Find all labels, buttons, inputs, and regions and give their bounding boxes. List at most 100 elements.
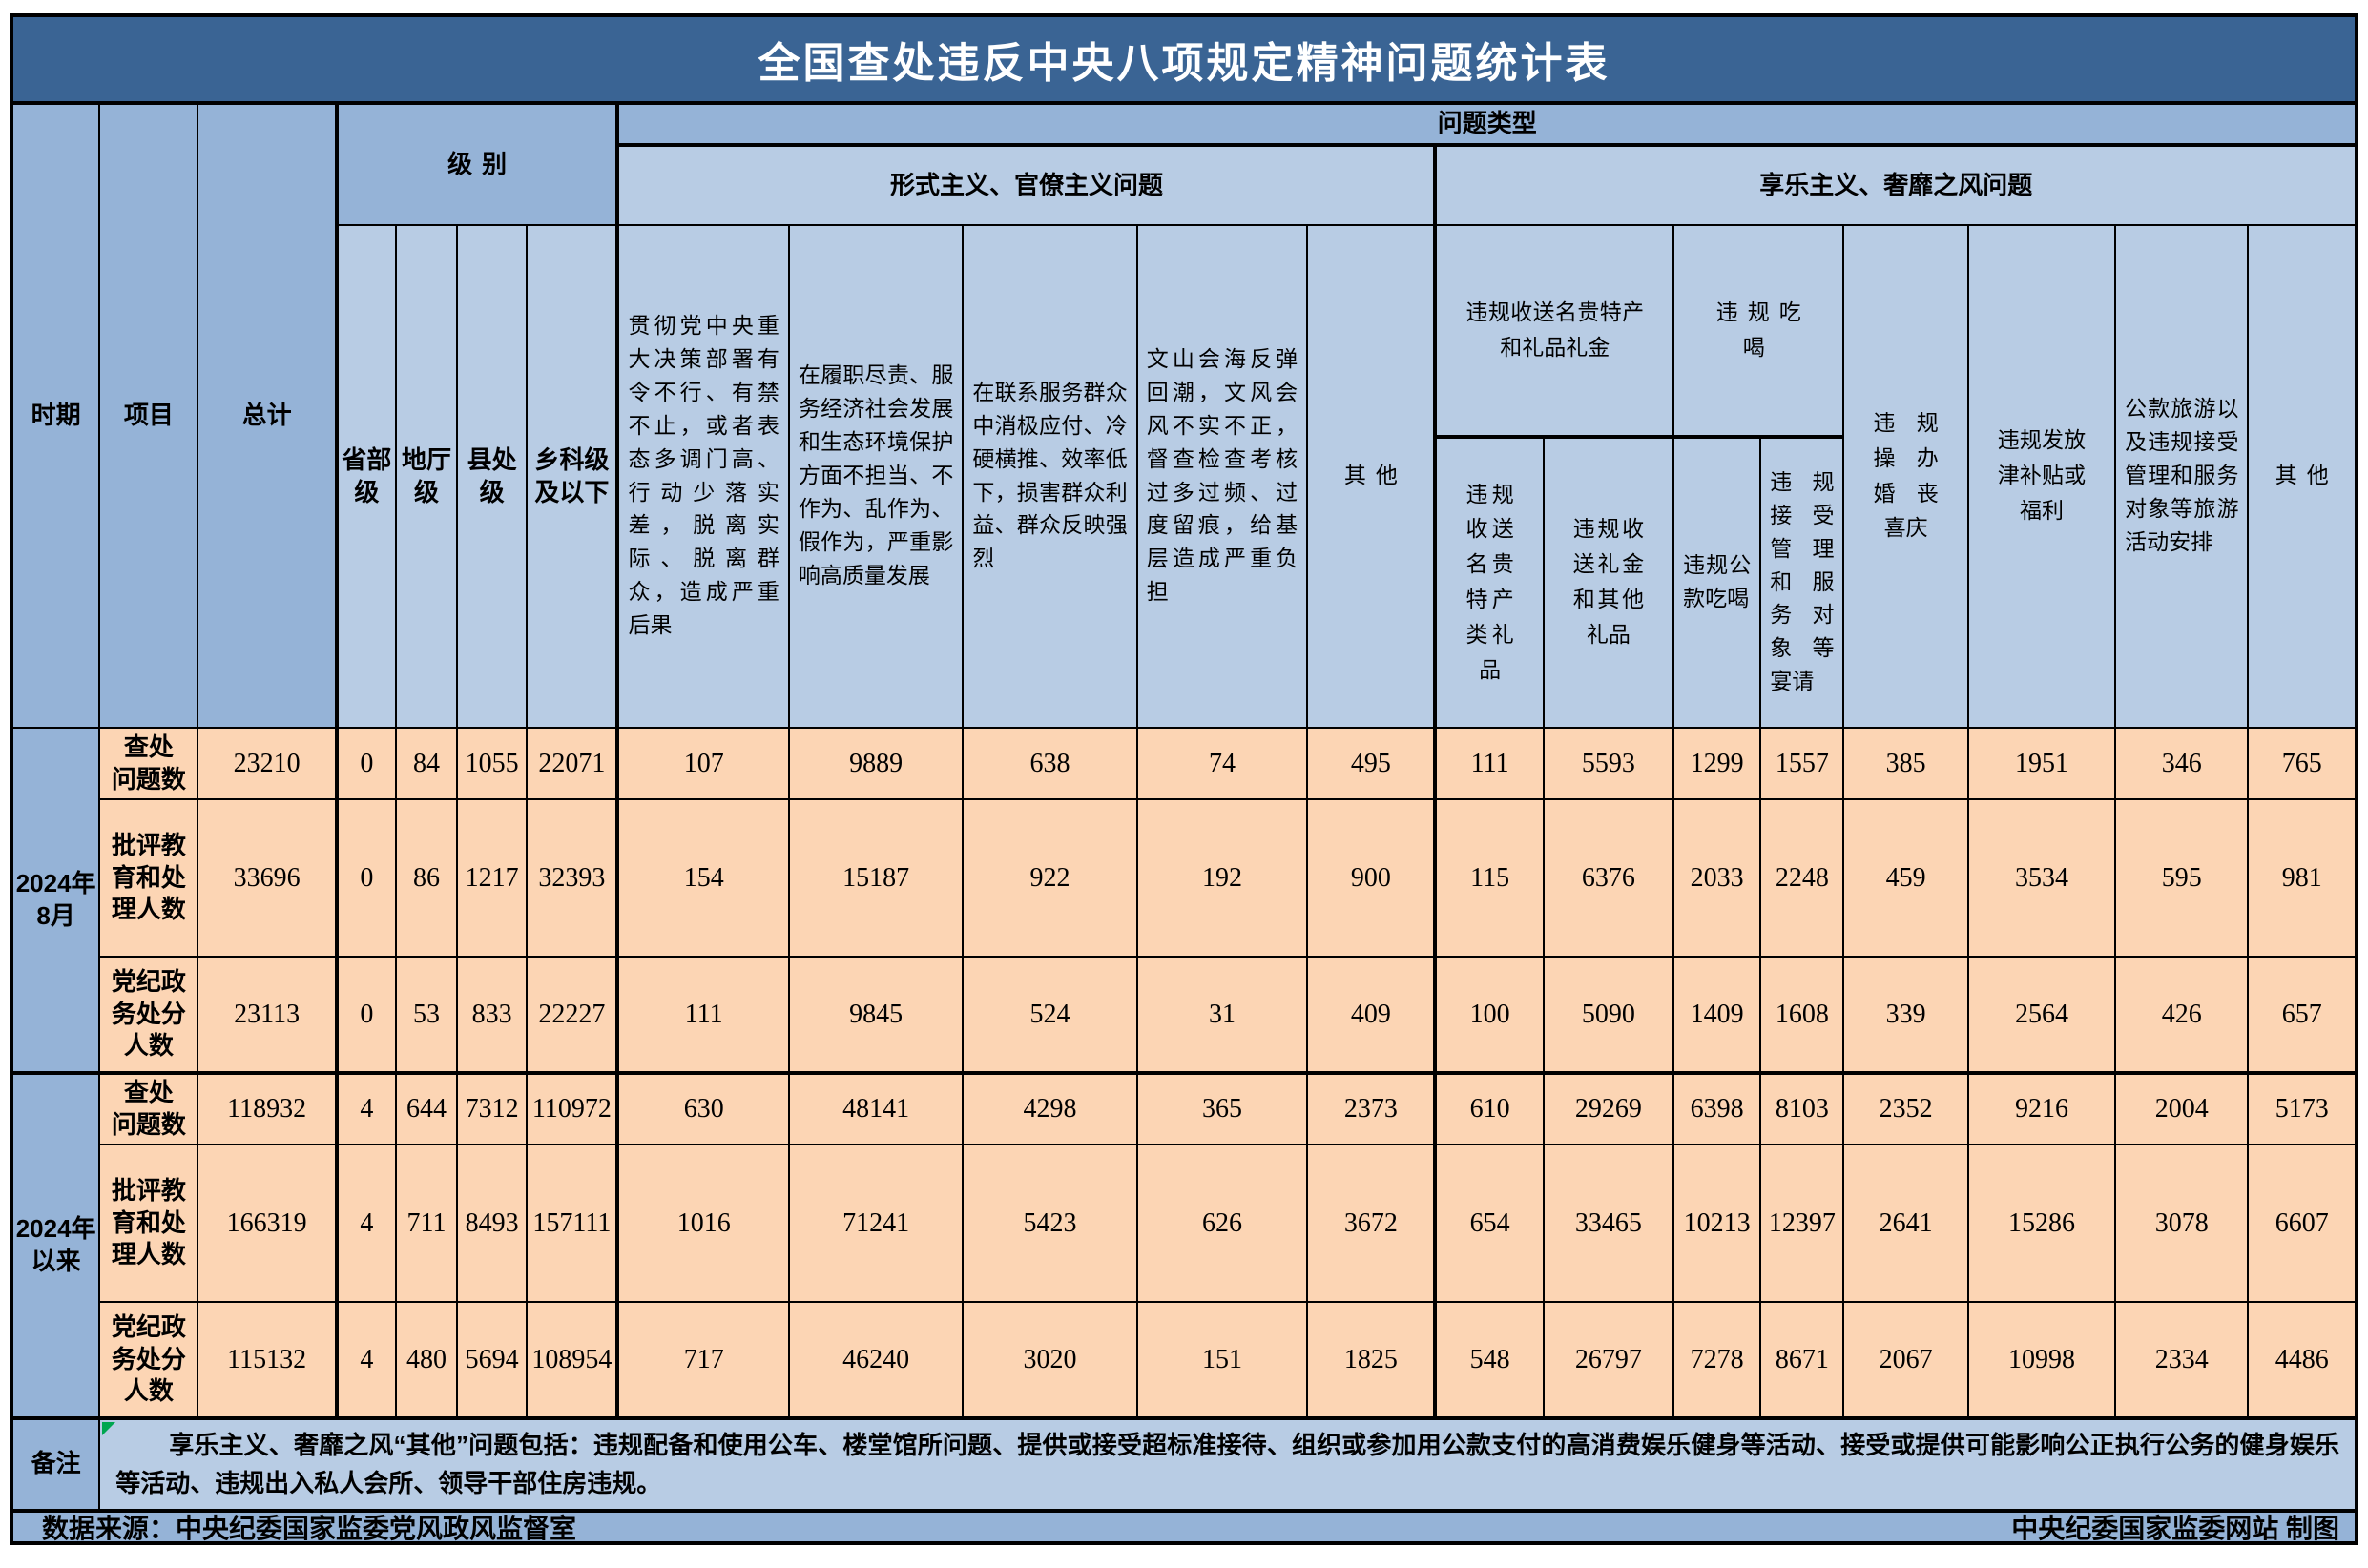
group-header-dining: 违规吃喝 (1672, 224, 1845, 439)
data-cell: 644 (394, 1071, 459, 1145)
data-cell: 610 (1434, 1071, 1545, 1145)
data-cell: 107 (616, 727, 790, 800)
data-cell: 654 (1434, 1144, 1545, 1303)
col-header-formalism-policy: 贯彻党中央重大决策部署有令不行、有禁不止，或者表态多调门高、行动少落实差，脱离实… (616, 224, 790, 729)
col-header-public-dining: 违规公款吃喝 (1672, 436, 1762, 729)
data-cell: 110972 (526, 1071, 620, 1145)
remark-label: 备注 (10, 1416, 101, 1512)
data-cell: 23210 (197, 727, 339, 800)
data-cell: 1825 (1306, 1301, 1438, 1419)
data-cell: 111 (616, 956, 790, 1074)
col-header-formalism-meetings: 文山会海反弹回潮，文风会风不实不正，督查检查考核过多过频、过度留痕，给基层造成严… (1135, 224, 1309, 729)
remark-cell: 享乐主义、奢靡之风“其他”问题包括：违规配备和使用公车、楼堂馆所问题、提供或接受… (98, 1416, 2358, 1512)
data-cell: 6376 (1542, 798, 1675, 958)
data-cell: 1299 (1672, 727, 1762, 800)
data-cell: 981 (2247, 798, 2358, 958)
col-header-gift-specialty: 违规收送名贵特产类礼品 (1434, 436, 1545, 729)
data-cell: 10998 (1966, 1301, 2117, 1419)
data-cell: 33696 (197, 798, 339, 958)
col-header-banquet: 违规接受管理和服务对象等宴请 (1759, 436, 1845, 729)
data-cell: 495 (1306, 727, 1438, 800)
data-cell: 2564 (1966, 956, 2117, 1074)
table-wrapper: 全国查处违反中央八项规定精神问题统计表 时期 项目 总计 级别 问题类型 形式主… (10, 13, 2358, 1545)
data-cell: 22227 (526, 956, 620, 1074)
data-cell: 4 (335, 1301, 397, 1419)
data-cell: 46240 (787, 1301, 965, 1419)
data-cell: 157111 (526, 1144, 620, 1303)
row-label-criticized: 批评教 育和处 理人数 (98, 798, 199, 958)
data-cell: 548 (1434, 1301, 1545, 1419)
col-header-period: 时期 (10, 102, 101, 729)
data-cell: 1217 (456, 798, 529, 958)
data-cell: 717 (616, 1301, 790, 1419)
data-cell: 8493 (456, 1144, 529, 1303)
data-cell: 2067 (1842, 1301, 1969, 1419)
data-cell: 630 (616, 1071, 790, 1145)
data-cell: 0 (335, 798, 397, 958)
data-source-text: 数据来源：中央纪委国家监委党风政风监督室 (42, 1513, 577, 1543)
data-cell: 100 (1434, 956, 1545, 1074)
data-cell: 2352 (1842, 1071, 1969, 1145)
data-cell: 115132 (197, 1301, 339, 1419)
data-cell: 3672 (1306, 1144, 1438, 1303)
data-cell: 1608 (1759, 956, 1845, 1074)
data-cell: 12397 (1759, 1144, 1845, 1303)
data-cell: 346 (2114, 727, 2250, 800)
group-header-gifts: 违规收送名贵特产和礼品礼金 (1434, 224, 1675, 439)
data-cell: 2373 (1306, 1071, 1438, 1145)
col-header-township-level: 乡科级及以下 (526, 224, 620, 729)
data-cell: 833 (456, 956, 529, 1074)
data-cell: 480 (394, 1301, 459, 1419)
group-header-formalism: 形式主义、官僚主义问题 (616, 144, 1438, 226)
data-cell: 2033 (1672, 798, 1762, 958)
data-cell: 2334 (2114, 1301, 2250, 1419)
data-cell: 0 (335, 727, 397, 800)
data-cell: 5173 (2247, 1071, 2358, 1145)
data-cell: 9889 (787, 727, 965, 800)
col-header-allowance-welfare: 违规发放津补贴或福利 (1966, 224, 2117, 729)
data-cell: 3534 (1966, 798, 2117, 958)
data-cell: 7278 (1672, 1301, 1762, 1419)
col-header-formalism-duty: 在履职尽责、服务经济社会发展和生态环境保护方面不担当、不作为、乱作为、假作为，严… (787, 224, 965, 729)
data-cell: 4 (335, 1071, 397, 1145)
col-header-wedding-funeral: 违规操办婚丧喜庆 (1842, 224, 1969, 729)
data-cell: 339 (1842, 956, 1969, 1074)
data-cell: 15286 (1966, 1144, 2117, 1303)
data-cell: 5423 (962, 1144, 1138, 1303)
data-cell: 3020 (962, 1301, 1138, 1419)
data-cell: 74 (1135, 727, 1309, 800)
col-header-county-level: 县处级 (456, 224, 529, 729)
data-cell: 10213 (1672, 1144, 1762, 1303)
col-header-formalism-masses: 在联系服务群众中消极应付、冷硬横推、效率低下，损害群众利益、群众反映强烈 (962, 224, 1138, 729)
row-label-disciplined: 党纪政 务处分 人数 (98, 956, 199, 1074)
data-cell: 1409 (1672, 956, 1762, 1074)
data-cell: 7312 (456, 1071, 529, 1145)
data-cell: 626 (1135, 1144, 1309, 1303)
data-cell: 5694 (456, 1301, 529, 1419)
footer-credit-text: 中央纪委国家监委网站 制图 (2011, 1513, 2339, 1543)
data-cell: 1016 (616, 1144, 790, 1303)
col-header-prefecture-level: 地厅级 (394, 224, 459, 729)
data-cell: 524 (962, 956, 1138, 1074)
data-cell: 108954 (526, 1301, 620, 1419)
data-cell: 6607 (2247, 1144, 2358, 1303)
data-cell: 426 (2114, 956, 2250, 1074)
data-cell: 5593 (1542, 727, 1675, 800)
data-cell: 459 (1842, 798, 1969, 958)
data-cell: 5090 (1542, 956, 1675, 1074)
data-cell: 1055 (456, 727, 529, 800)
data-cell: 23113 (197, 956, 339, 1074)
data-cell: 4298 (962, 1071, 1138, 1145)
remark-text: 享乐主义、奢靡之风“其他”问题包括：违规配备和使用公车、楼堂馆所问题、提供或接受… (115, 1431, 2339, 1498)
period-cell-ytd2024: 2024年 以来 (10, 1071, 101, 1419)
data-cell: 15187 (787, 798, 965, 958)
data-cell: 192 (1135, 798, 1309, 958)
data-cell: 48141 (787, 1071, 965, 1145)
data-cell: 154 (616, 798, 790, 958)
data-cell: 4486 (2247, 1301, 2358, 1419)
group-header-problem-type: 问题类型 (616, 102, 2358, 147)
data-cell: 2641 (1842, 1144, 1969, 1303)
data-cell: 31 (1135, 956, 1309, 1074)
cell-error-marker-icon (102, 1422, 116, 1435)
